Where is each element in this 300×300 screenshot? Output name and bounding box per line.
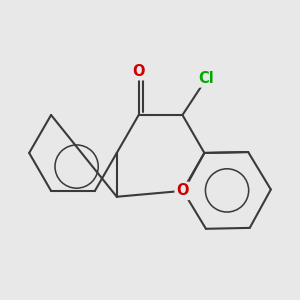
Text: O: O: [132, 64, 145, 79]
Text: Cl: Cl: [199, 71, 214, 86]
Text: O: O: [176, 183, 189, 198]
